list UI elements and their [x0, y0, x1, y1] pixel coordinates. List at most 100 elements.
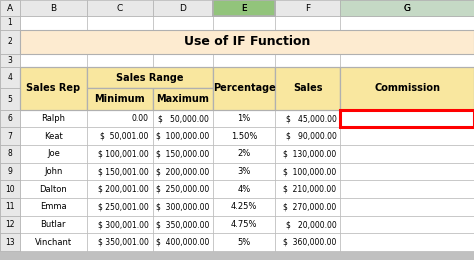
- Bar: [87, 88, 153, 110]
- Bar: [153, 67, 213, 88]
- Bar: [0, 233, 20, 251]
- Bar: [0, 16, 20, 30]
- Text: 8: 8: [8, 150, 12, 158]
- Bar: [213, 54, 275, 67]
- Bar: [153, 216, 213, 233]
- Text: Ralph: Ralph: [41, 114, 65, 123]
- Bar: [20, 67, 87, 110]
- Bar: [213, 16, 275, 30]
- Text: $  400,000.00: $ 400,000.00: [155, 238, 209, 247]
- Bar: [20, 110, 87, 127]
- Text: John: John: [44, 167, 63, 176]
- Bar: [153, 110, 213, 127]
- Bar: [0, 30, 20, 54]
- Bar: [153, 198, 213, 216]
- Text: Vinchant: Vinchant: [35, 238, 72, 247]
- Bar: [213, 0, 275, 16]
- Bar: [340, 110, 474, 127]
- Bar: [153, 127, 213, 145]
- Text: Maximum: Maximum: [156, 94, 209, 104]
- Bar: [275, 163, 340, 180]
- Bar: [275, 67, 340, 88]
- Bar: [87, 110, 153, 127]
- Bar: [340, 127, 474, 145]
- Text: 4%: 4%: [237, 185, 251, 194]
- Text: $   90,000.00: $ 90,000.00: [286, 132, 337, 141]
- Bar: [87, 67, 153, 88]
- Text: G: G: [404, 4, 410, 12]
- Text: 6: 6: [8, 114, 12, 123]
- Text: 0.00: 0.00: [132, 114, 149, 123]
- Bar: [153, 88, 213, 110]
- Text: $  200,000.00: $ 200,000.00: [156, 167, 209, 176]
- Bar: [153, 0, 213, 16]
- Bar: [153, 163, 213, 180]
- Text: 5: 5: [8, 95, 12, 103]
- Bar: [340, 0, 474, 16]
- Bar: [153, 30, 213, 54]
- Bar: [87, 216, 153, 233]
- Text: Sales: Sales: [293, 83, 323, 93]
- Bar: [340, 67, 474, 110]
- Bar: [20, 216, 87, 233]
- Bar: [0, 127, 20, 145]
- Bar: [340, 233, 474, 251]
- Text: Sales Range: Sales Range: [116, 73, 183, 83]
- Text: 1: 1: [8, 18, 12, 27]
- Bar: [87, 30, 153, 54]
- Text: C: C: [117, 4, 123, 12]
- Bar: [213, 198, 275, 216]
- Text: $  350,000.00: $ 350,000.00: [155, 220, 209, 229]
- Text: $  50,001.00: $ 50,001.00: [100, 132, 149, 141]
- Bar: [340, 180, 474, 198]
- Bar: [275, 180, 340, 198]
- Bar: [213, 0, 275, 16]
- Bar: [153, 145, 213, 163]
- Bar: [87, 16, 153, 30]
- Bar: [87, 233, 153, 251]
- Bar: [213, 110, 275, 127]
- Bar: [213, 30, 275, 54]
- Bar: [20, 88, 87, 110]
- Text: $  210,000.00: $ 210,000.00: [283, 185, 337, 194]
- Text: $ 100,001.00: $ 100,001.00: [98, 150, 149, 158]
- Text: $ 150,001.00: $ 150,001.00: [98, 167, 149, 176]
- Bar: [0, 88, 20, 110]
- Text: 7: 7: [8, 132, 12, 141]
- Bar: [87, 145, 153, 163]
- Text: Keat: Keat: [44, 132, 63, 141]
- Text: $   20,000.00: $ 20,000.00: [286, 220, 337, 229]
- Bar: [20, 180, 87, 198]
- Text: Percentage: Percentage: [213, 83, 275, 93]
- Text: Dalton: Dalton: [39, 185, 67, 194]
- Text: $  300,000.00: $ 300,000.00: [155, 203, 209, 211]
- Text: Sales Rep: Sales Rep: [26, 83, 81, 93]
- Text: B: B: [50, 4, 56, 12]
- Bar: [275, 110, 340, 127]
- Bar: [340, 145, 474, 163]
- Bar: [275, 30, 340, 54]
- Bar: [20, 0, 87, 16]
- Text: D: D: [179, 4, 186, 12]
- Bar: [340, 30, 474, 54]
- Text: $   50,000.00: $ 50,000.00: [158, 114, 209, 123]
- Text: 2%: 2%: [237, 150, 251, 158]
- Bar: [0, 0, 20, 16]
- Text: $ 250,001.00: $ 250,001.00: [98, 203, 149, 211]
- Bar: [87, 88, 153, 110]
- Bar: [87, 163, 153, 180]
- Text: $  100,000.00: $ 100,000.00: [283, 167, 337, 176]
- Bar: [153, 16, 213, 30]
- Bar: [0, 180, 20, 198]
- Text: E: E: [241, 4, 247, 12]
- Bar: [340, 163, 474, 180]
- Bar: [340, 198, 474, 216]
- Text: $  360,000.00: $ 360,000.00: [283, 238, 337, 247]
- Bar: [153, 180, 213, 198]
- Bar: [0, 67, 20, 88]
- Text: 3: 3: [8, 56, 12, 65]
- Bar: [213, 127, 275, 145]
- Text: 11: 11: [5, 203, 15, 211]
- Text: $ 350,001.00: $ 350,001.00: [98, 238, 149, 247]
- Bar: [275, 198, 340, 216]
